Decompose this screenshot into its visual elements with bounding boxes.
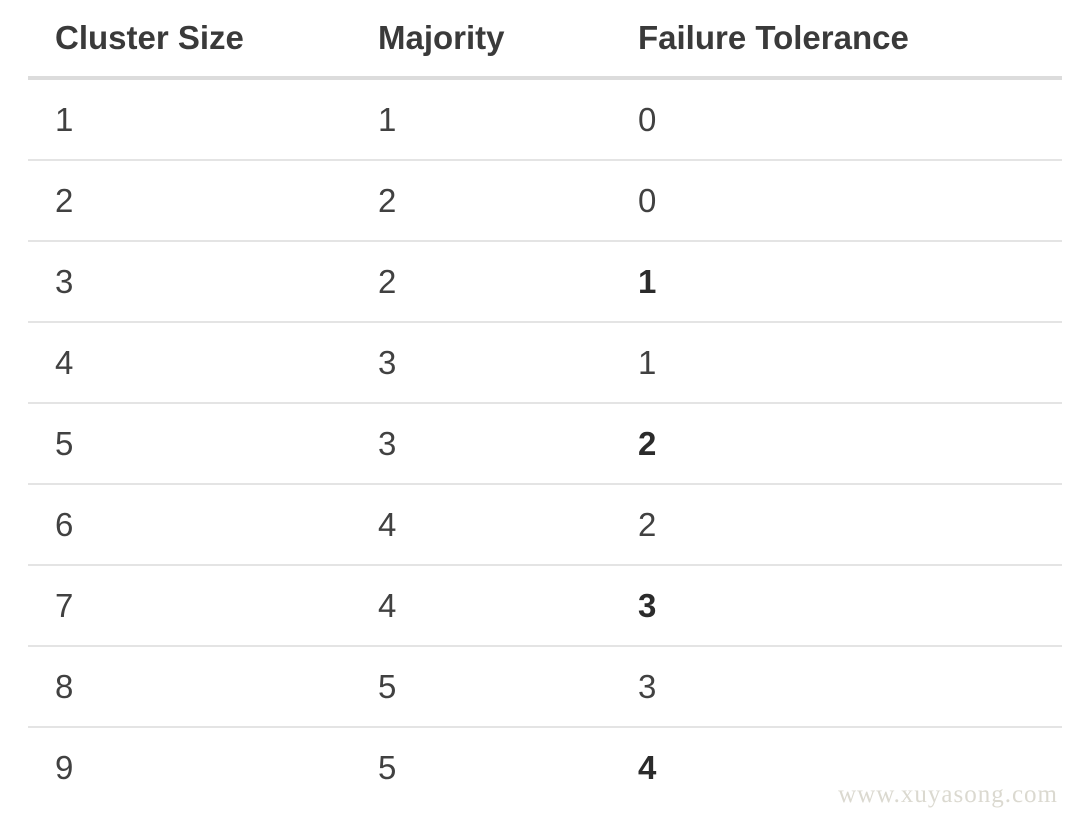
table-cell-cluster-size: 4: [55, 343, 74, 381]
table-cell-failure-tolerance: 0: [638, 100, 657, 138]
table-row: 1 1 0: [28, 80, 1062, 161]
column-header-cluster-size: Cluster Size: [55, 19, 244, 56]
column-header-majority: Majority: [378, 19, 505, 56]
table-row: 2 2 0: [28, 161, 1062, 242]
table-cell-failure-tolerance: 1: [638, 343, 657, 381]
table-cell-majority: 2: [378, 181, 397, 219]
table-cell-cluster-size: 2: [55, 181, 74, 219]
table-row: 7 4 3: [28, 566, 1062, 647]
table-body: 1 1 0 2 2 0 3 2 1 4 3 1 5 3 2 6 4 2 7 4 3 8 5 3 9 5 4: [28, 80, 1062, 807]
table-cell-majority: 3: [378, 424, 397, 462]
table-row: 4 3 1: [28, 323, 1062, 404]
table-cell-failure-tolerance: 2: [638, 505, 657, 543]
table-cell-failure-tolerance: 1: [638, 262, 657, 300]
table-header-row: Cluster Size Majority Failure Tolerance: [28, 0, 1062, 80]
table-cell-majority: 5: [378, 748, 397, 786]
table-row: 3 2 1: [28, 242, 1062, 323]
table-cell-failure-tolerance: 0: [638, 181, 657, 219]
table-cell-cluster-size: 1: [55, 100, 74, 138]
table-row: 8 5 3: [28, 647, 1062, 728]
table-cell-failure-tolerance: 3: [638, 586, 657, 624]
table-cell-majority: 4: [378, 586, 397, 624]
cluster-size-table: Cluster Size Majority Failure Tolerance …: [28, 0, 1062, 807]
watermark: www.xuyasong.com: [838, 781, 1058, 808]
table-row: 6 4 2: [28, 485, 1062, 566]
table-row: 9 5 4: [28, 728, 1062, 807]
table-cell-cluster-size: 7: [55, 586, 74, 624]
table-cell-cluster-size: 5: [55, 424, 74, 462]
table-cell-cluster-size: 3: [55, 262, 74, 300]
column-header-failure-tolerance: Failure Tolerance: [638, 19, 909, 56]
table-cell-failure-tolerance: 4: [638, 748, 657, 786]
table-cell-majority: 3: [378, 343, 397, 381]
table-cell-cluster-size: 9: [55, 748, 74, 786]
table-row: 5 3 2: [28, 404, 1062, 485]
table-cell-majority: 5: [378, 667, 397, 705]
table-cell-majority: 4: [378, 505, 397, 543]
table-cell-cluster-size: 8: [55, 667, 74, 705]
table-cell-failure-tolerance: 3: [638, 667, 657, 705]
table-cell-majority: 2: [378, 262, 397, 300]
table-cell-failure-tolerance: 2: [638, 424, 657, 462]
table-cell-majority: 1: [378, 100, 397, 138]
table-cell-cluster-size: 6: [55, 505, 74, 543]
